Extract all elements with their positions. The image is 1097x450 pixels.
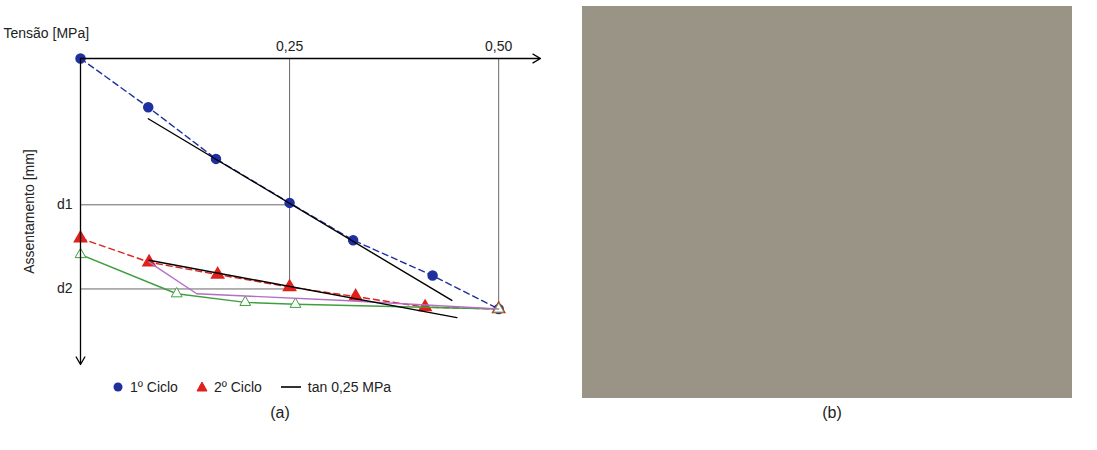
svg-text:d1: d1	[57, 196, 73, 212]
svg-text:0,50: 0,50	[485, 38, 512, 54]
svg-text:Tensão [MPa]: Tensão [MPa]	[4, 25, 90, 41]
svg-text:0,25: 0,25	[276, 38, 303, 54]
html-text:2º Ciclo: 2º Ciclo	[213, 379, 262, 395]
html-text:1º Ciclo: 1º Ciclo	[130, 379, 178, 395]
html-text:tan 0,25 MPa: tan 0,25 MPa	[307, 379, 392, 395]
html-text:(b): (b)	[822, 404, 842, 421]
svg-text:Assentamento [mm]: Assentamento [mm]	[21, 149, 37, 274]
svg-text:d2: d2	[57, 280, 73, 296]
html-text:(a): (a)	[270, 404, 290, 421]
